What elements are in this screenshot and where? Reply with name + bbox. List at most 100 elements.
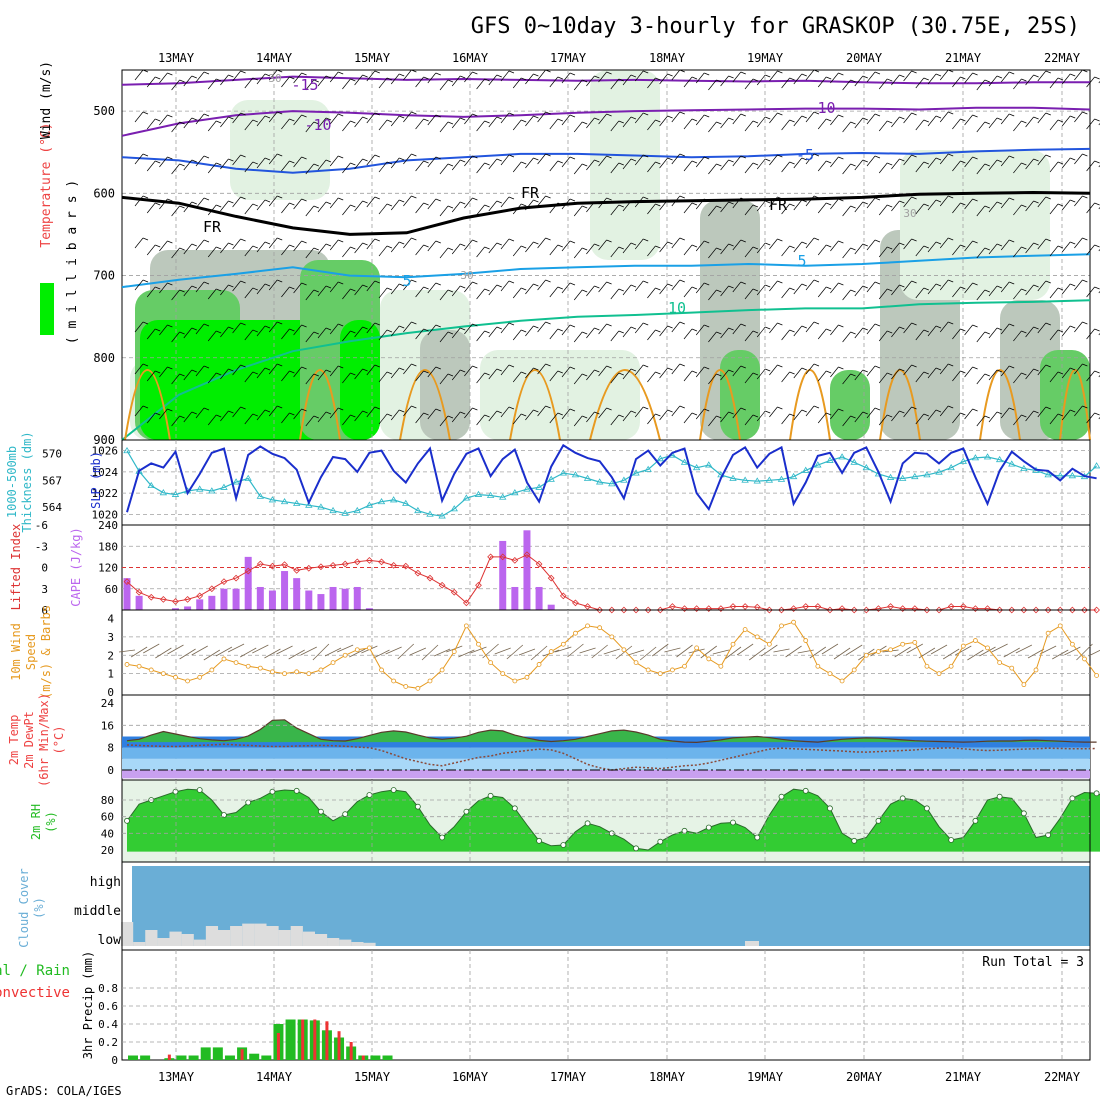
wind-barb [887, 288, 893, 292]
wind-speed-point [148, 667, 154, 673]
cloud-low-bar [205, 926, 219, 946]
wind-barb [667, 73, 673, 77]
wind-barb [891, 410, 900, 422]
wind-barb [403, 405, 412, 417]
wind-barb [484, 120, 490, 124]
wind-barb [830, 324, 839, 336]
wind-barb [606, 281, 612, 285]
lifted-index-point [196, 592, 204, 600]
wind-barb [373, 649, 390, 659]
precip-total-bar [200, 1047, 211, 1060]
wind-barb [948, 69, 954, 73]
wind-barb [972, 156, 978, 160]
wind-barb [403, 111, 412, 123]
wind-barb [484, 162, 490, 166]
wind-barb [935, 199, 942, 203]
lifted-index-point [996, 606, 1004, 614]
cloud-low-bar [181, 934, 194, 946]
wind-barb [252, 329, 258, 333]
wind-barb [403, 321, 412, 333]
wind-barb [411, 363, 417, 367]
wind-barb [1074, 153, 1083, 165]
wind-barb [1074, 69, 1083, 81]
wind-barb [752, 330, 759, 334]
wind-barb [1052, 649, 1069, 660]
wind-barb [482, 643, 499, 659]
wind-barb [1000, 281, 1010, 293]
wind-barb [781, 371, 790, 383]
wind-barb [378, 161, 388, 173]
wind-barb [220, 242, 229, 254]
wind-barb [183, 411, 193, 423]
wind-barb [423, 286, 429, 290]
wind-barb [134, 405, 144, 417]
wind-barb [277, 69, 283, 73]
wind-speed-point [330, 660, 336, 666]
wind-barb [293, 156, 302, 168]
wind-barb [366, 70, 376, 82]
wind-barb [805, 69, 815, 81]
cloud-low-bar [145, 930, 158, 946]
wind-barb [887, 120, 893, 124]
wind-barb [854, 243, 864, 255]
wind-barb [659, 115, 668, 127]
wind-barb [647, 119, 656, 131]
thickness-point [983, 453, 992, 460]
wind-barb [842, 415, 851, 427]
wind-barb [476, 372, 485, 384]
wind-barb [350, 78, 356, 82]
thickness-point [547, 475, 555, 482]
wind-barb [606, 239, 612, 243]
wind-barb [338, 407, 344, 411]
wind-speed-point [342, 652, 348, 658]
wind-barb [305, 373, 315, 385]
wind-speed-point [379, 667, 384, 673]
wind-barb [488, 116, 498, 128]
cape-bar [256, 586, 264, 610]
wind-barb [533, 367, 539, 371]
wind-barb [228, 368, 234, 372]
wind-barb [630, 242, 637, 246]
wind-speed-point [185, 678, 191, 684]
thickness-point [1068, 472, 1077, 479]
wind-barb [374, 112, 380, 116]
wind-barb [555, 646, 572, 653]
wind-barb [476, 330, 485, 342]
wind-barb [521, 329, 527, 333]
wind-barb [1086, 118, 1095, 130]
wind-barb [630, 284, 637, 288]
wind-barb [293, 324, 302, 336]
wind-barb [1086, 202, 1095, 214]
wind-barb [862, 201, 868, 205]
wind-barb [688, 648, 705, 654]
wind-barb [695, 114, 705, 126]
wind-barb [765, 116, 771, 120]
wind-speed-point [803, 638, 809, 643]
wind-barb [866, 113, 876, 125]
cloud-low-bar [217, 930, 231, 946]
wind-barb [842, 121, 851, 133]
wind-barb [1013, 204, 1022, 216]
thickness-point [595, 478, 604, 485]
wind-speed-point [536, 662, 542, 667]
wind-barb [171, 289, 180, 301]
wind-speed-point [960, 643, 966, 649]
wind-barb [769, 196, 778, 208]
wind-barb [809, 646, 827, 659]
wind-barb [220, 74, 229, 86]
wind-barb [740, 71, 746, 75]
pressure-tick-label: 600 [93, 186, 115, 200]
wind-speed-point [1094, 673, 1099, 678]
wind-barb [634, 154, 644, 166]
cape-bar [208, 595, 216, 610]
wind-barb [833, 647, 851, 660]
rh-tick-label: 60 [101, 811, 114, 824]
wind-barb [817, 370, 827, 382]
wind-speed-point [863, 652, 869, 658]
wind-speed-point [318, 667, 324, 673]
wind-barb [545, 363, 551, 367]
wind-barb [228, 242, 234, 246]
wind-barb [952, 244, 961, 256]
wind-barb [521, 77, 527, 81]
wind-barb [777, 322, 783, 326]
